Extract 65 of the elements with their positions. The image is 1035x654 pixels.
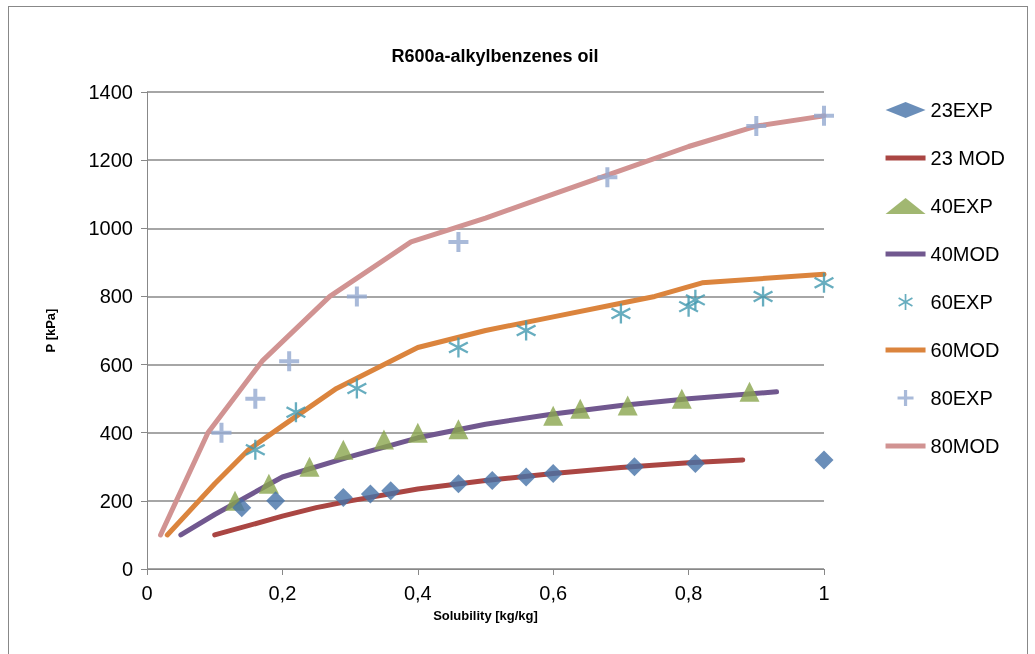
legend-label: 80EXP — [930, 387, 993, 409]
point — [624, 457, 644, 477]
point — [516, 320, 537, 341]
x-tick-label: 1 — [818, 582, 830, 604]
legend-label: 40MOD — [930, 243, 1000, 265]
x-tick-label: 0 — [141, 582, 153, 604]
point — [373, 429, 394, 450]
point — [617, 395, 638, 416]
point — [516, 467, 536, 487]
point — [814, 105, 834, 126]
y-axis-title: P [kPa] — [43, 308, 58, 353]
point — [448, 474, 468, 494]
point — [814, 272, 834, 293]
point — [814, 450, 834, 470]
y-tick-label: 800 — [99, 285, 133, 308]
y-tick-label: 400 — [99, 421, 133, 444]
point — [407, 422, 428, 443]
point — [753, 286, 774, 307]
point — [739, 381, 760, 402]
y-tick-label: 1200 — [88, 149, 133, 172]
y-tick-label: 600 — [99, 353, 133, 376]
point — [448, 337, 469, 358]
point — [685, 453, 705, 473]
point — [266, 491, 286, 511]
legend-label: 23 MOD — [930, 147, 1006, 169]
point — [482, 470, 502, 490]
legend-label: 60MOD — [930, 339, 1000, 361]
point — [258, 473, 279, 494]
point — [360, 484, 380, 504]
point — [245, 388, 266, 409]
y-tick-label: 1000 — [88, 217, 133, 240]
legend-label: 80MOD — [930, 435, 1000, 457]
point — [285, 402, 306, 423]
point — [381, 481, 401, 501]
x-tick-label: 0,8 — [674, 582, 703, 604]
x-tick-label: 0,2 — [268, 582, 297, 604]
legend-label: 40EXP — [930, 195, 993, 217]
point — [346, 378, 367, 399]
point — [685, 289, 706, 310]
point — [746, 116, 767, 137]
point — [610, 303, 631, 324]
legend-label: 60EXP — [930, 291, 993, 313]
point — [333, 487, 353, 507]
point — [597, 167, 618, 188]
x-tick-label: 0,6 — [539, 582, 568, 604]
legend-label: 23EXP — [930, 99, 993, 121]
point — [543, 405, 564, 426]
y-tick-label: 0 — [121, 558, 133, 580]
point — [448, 231, 469, 252]
point — [448, 419, 469, 440]
point — [232, 498, 252, 518]
point — [279, 351, 300, 372]
point — [333, 439, 354, 460]
x-axis-title: Solubility [kg/kg] — [433, 608, 538, 623]
chart-title: R600a-alkylbenzenes oil — [391, 46, 599, 66]
x-tick-label: 0,4 — [403, 582, 432, 604]
point — [543, 464, 563, 484]
point — [346, 286, 367, 307]
point — [299, 456, 320, 477]
y-tick-label: 200 — [99, 489, 133, 512]
point — [211, 422, 232, 443]
y-tick-label: 1400 — [88, 81, 133, 103]
point — [671, 388, 692, 409]
point — [245, 439, 266, 460]
point — [570, 398, 591, 419]
